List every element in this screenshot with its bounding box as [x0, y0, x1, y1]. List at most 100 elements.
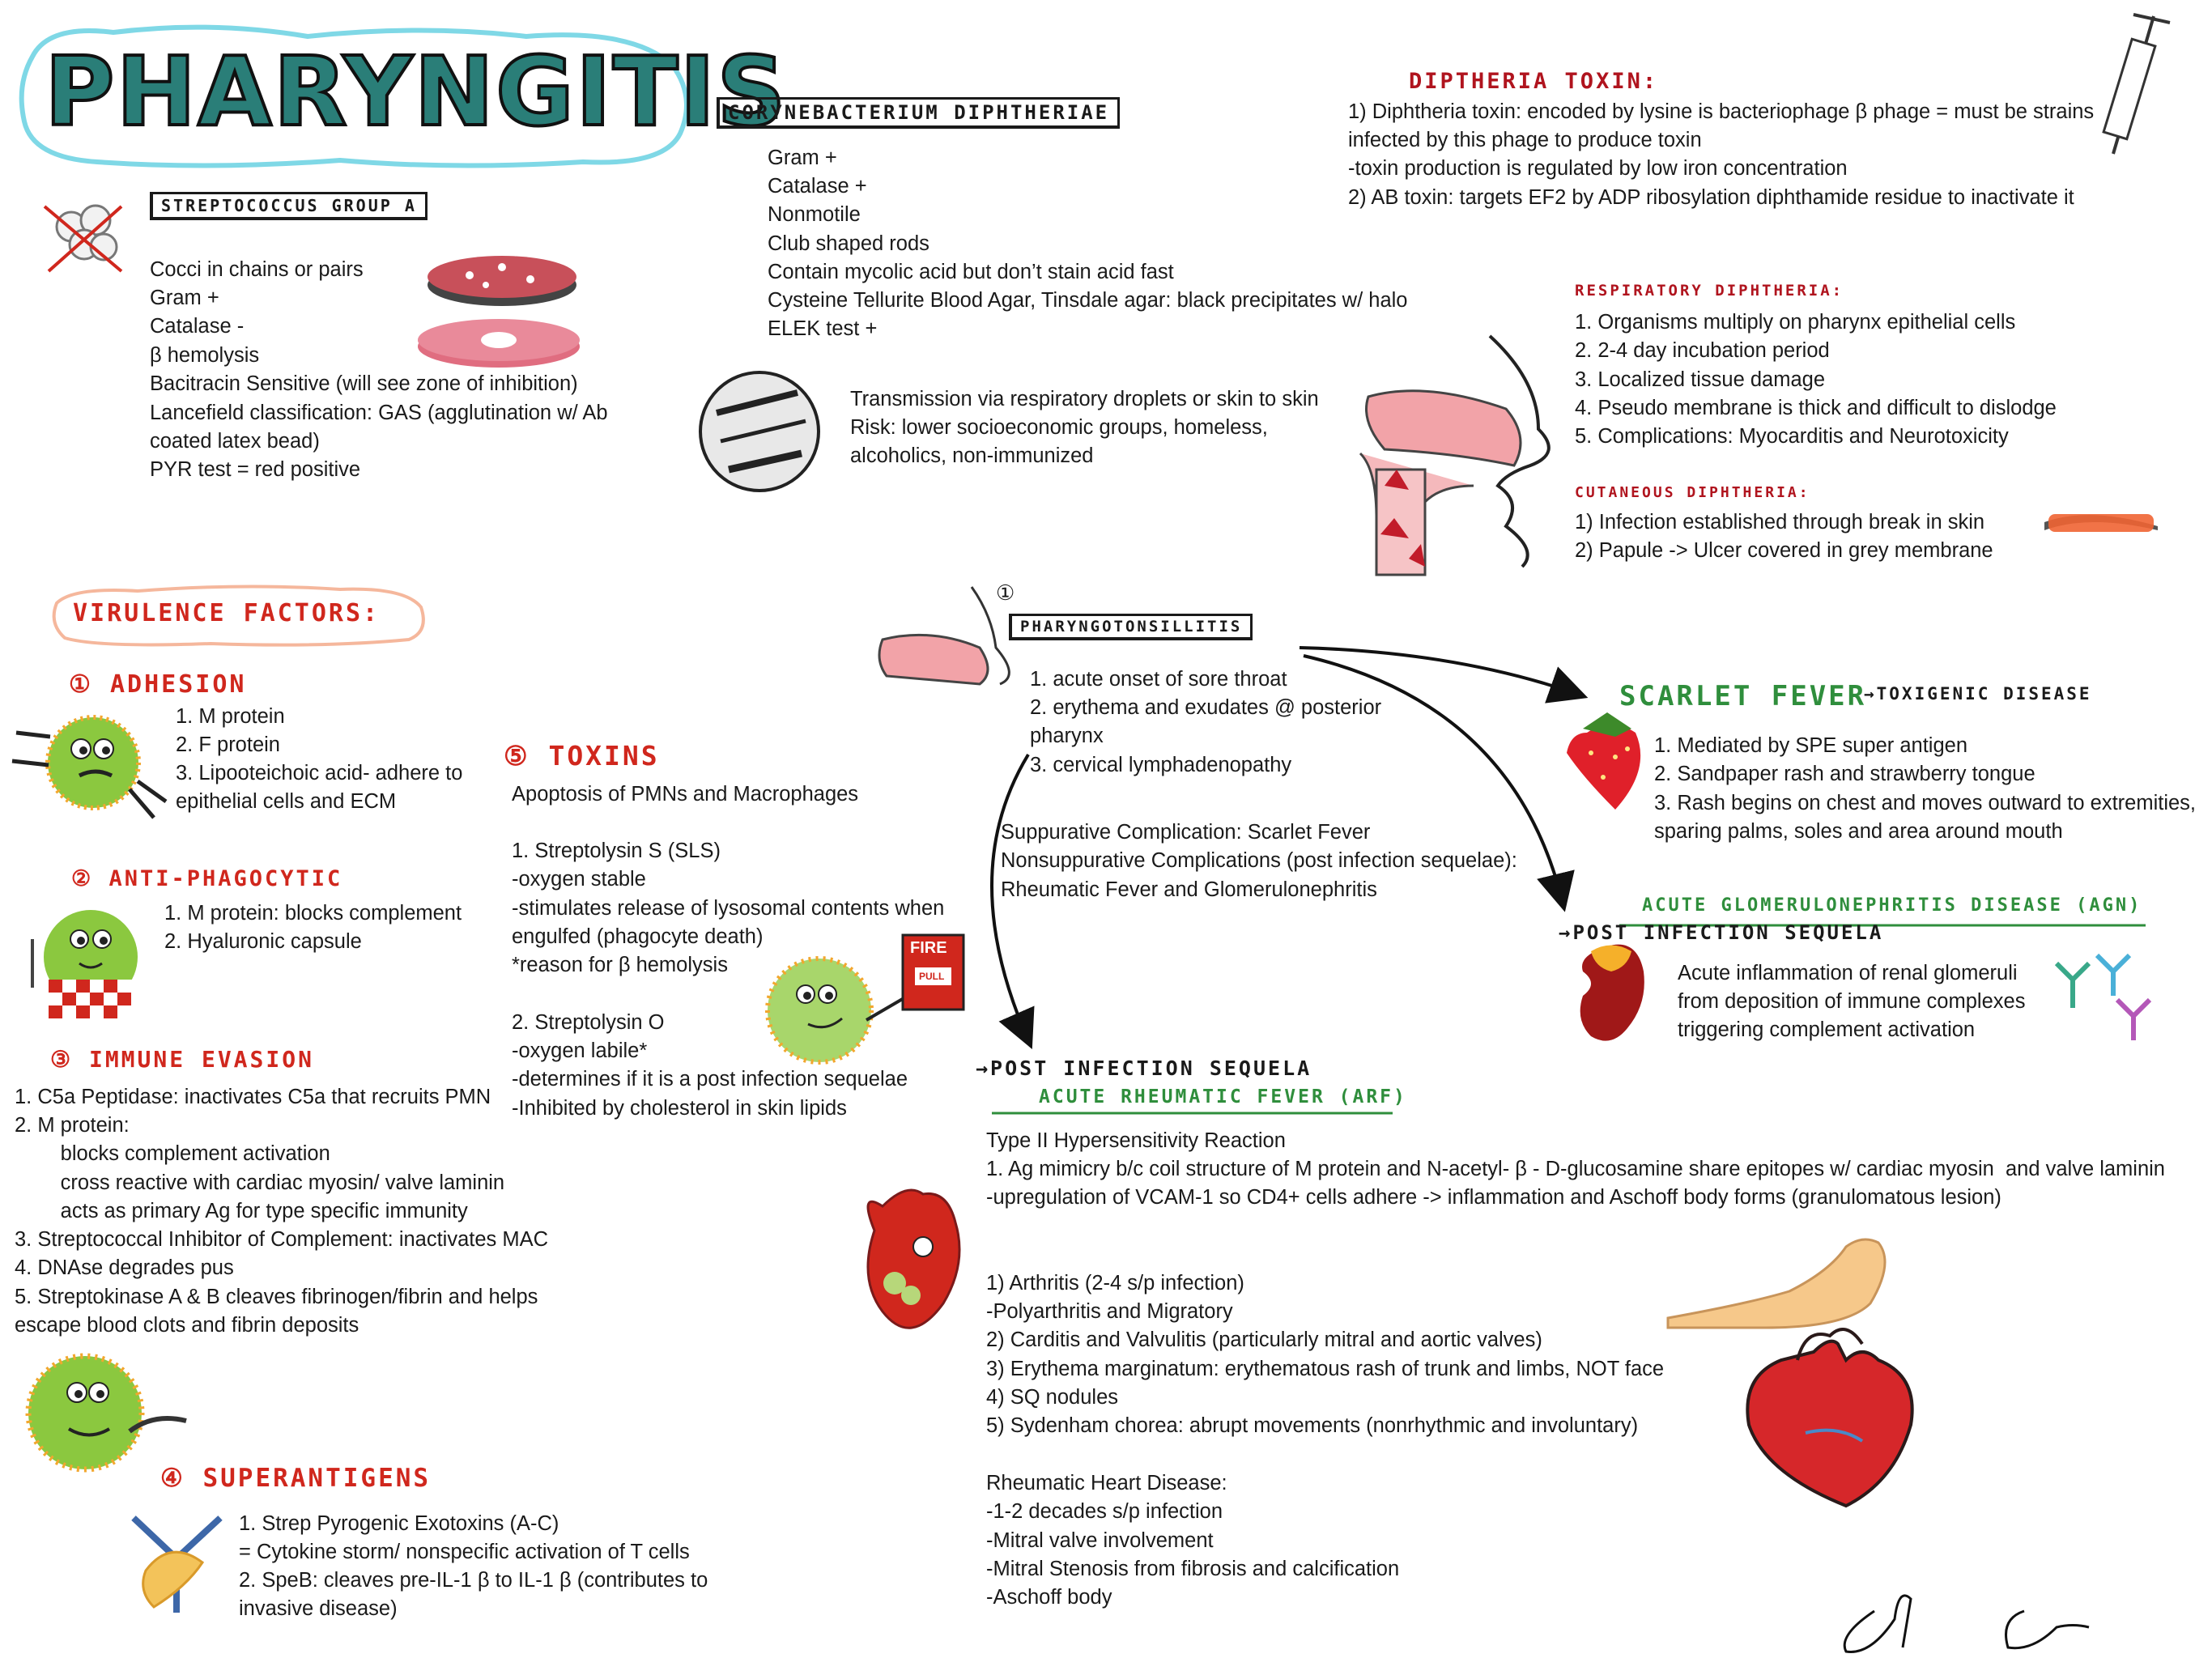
cut-line: 1) Infection established through break i… — [1575, 511, 1985, 534]
toxin-line: 2) AB toxin: targets EF2 by ADP ribosyla… — [1348, 186, 2074, 209]
agn-line: Acute inflammation of renal glomeruli — [1678, 962, 2018, 984]
agn-heading: ACUTE GLOMERULONEPHRITIS DISEASE (AGN) — [1642, 895, 2142, 916]
arf-line: 1. Ag mimicry b/c coil structure of M pr… — [986, 1158, 2165, 1180]
arf-manifest-line: 4) SQ nodules — [986, 1386, 1119, 1409]
arf-manifest-line: 3) Erythema marginatum: erythematous ras… — [986, 1358, 1665, 1380]
arf-manifest-line: 5) Sydenham chorea: abrupt movements (no… — [986, 1414, 1639, 1437]
pull-sign-text: PULL — [919, 971, 945, 982]
toxins-line: -Inhibited by cholesterol in skin lipids — [512, 1097, 847, 1120]
skin-ulcer-icon — [2044, 514, 2158, 532]
pharyngo-line: 2. erythema and exudates @ posterior — [1030, 696, 1382, 719]
agn-line: triggering complement activation — [1678, 1018, 1976, 1041]
title-cloud — [19, 24, 689, 168]
resp-line: 4. Pseudo membrane is thick and difficul… — [1575, 397, 2057, 419]
virulence-cloud — [52, 585, 425, 647]
scarlet-line: 2. Sandpaper rash and strawberry tongue — [1654, 763, 2035, 785]
cocci-crossed-icon — [43, 204, 123, 273]
resp-line: 1. Organisms multiply on pharynx epithel… — [1575, 311, 2016, 334]
club-rods-icon — [699, 371, 820, 492]
pharyngo-marker: ① — [996, 580, 1015, 605]
toxin-line: -toxin production is regulated by low ir… — [1348, 157, 1848, 180]
strep-line: Cocci in chains or pairs — [150, 258, 364, 281]
cut-heading: CUTANEOUS DIPHTHERIA: — [1575, 484, 1810, 501]
page-title: PHARYNGITIS — [43, 36, 788, 147]
resp-line: 3. Localized tissue damage — [1575, 368, 1826, 391]
virulence-heading: VIRULENCE FACTORS: — [73, 599, 381, 627]
agn-subheading: →POST INFECTION SEQUELA — [1559, 921, 1884, 944]
pharyngo-line: 1. acute onset of sore throat — [1030, 668, 1287, 691]
toxins-line: -determines if it is a post infection se… — [512, 1068, 908, 1090]
pharyngo-line: 3. cervical lymphadenopathy — [1030, 754, 1292, 776]
scarlet-heading: SCARLET FEVER — [1619, 680, 1867, 712]
adhesion-line: 2. F protein — [176, 733, 280, 756]
pharyngo-complication-line: Nonsuppurative Complications (post infec… — [1001, 849, 1517, 872]
toxin-heading: DIPTHERIA TOXIN: — [1409, 69, 1659, 94]
antiphagocytic-bacterium-illustration — [31, 910, 138, 1018]
antiphago-line: 1. M protein: blocks complement — [164, 902, 462, 925]
coryne-line: ELEK test + — [768, 317, 878, 340]
arf-heading: ACUTE RHEUMATIC FEVER (ARF) — [1039, 1086, 1407, 1107]
adhesion-line: epithelial cells and ECM — [176, 790, 397, 813]
immune-line: 2. M protein: — [15, 1114, 130, 1137]
strep-line: β hemolysis — [150, 344, 260, 367]
immune-line: 3. Streptococcal Inhibitor of Complement… — [15, 1228, 549, 1251]
immune-heading: ③ IMMUNE EVASION — [50, 1046, 314, 1073]
toxins-line: 1. Streptolysin S (SLS) — [512, 840, 721, 862]
scarlet-line: sparing palms, soles and area around mou… — [1654, 820, 2063, 843]
cut-line: 2) Papule -> Ulcer covered in grey membr… — [1575, 539, 1993, 562]
arf-rhd-line: -Mitral valve involvement — [986, 1529, 1214, 1552]
resp-line: 5. Complications: Myocarditis and Neurot… — [1575, 425, 2009, 448]
heart-large-icon — [1746, 1328, 1914, 1508]
adhesion-bacterium-illustration — [11, 715, 168, 819]
immune-line: blocks complement activation — [15, 1142, 330, 1165]
toxins-line: *reason for β hemolysis — [512, 954, 728, 976]
coryne-transmission-line: Risk: lower socioeconomic groups, homele… — [850, 416, 1268, 439]
superantigens-line: 2. SpeB: cleaves pre-IL-1 β to IL-1 β (c… — [239, 1569, 708, 1592]
strawberry-icon — [1567, 712, 1641, 810]
superantigens-line: = Cytokine storm/ nonspecific activation… — [239, 1541, 690, 1563]
strep-line: coated latex bead) — [150, 430, 320, 453]
strep-line: Bacitracin Sensitive (will see zone of i… — [150, 372, 578, 395]
immune-line: 1. C5a Peptidase: inactivates C5a that r… — [15, 1086, 491, 1108]
arrow-to-scarlet-fever — [1299, 646, 1589, 704]
fire-sign-text: FIRE — [910, 939, 947, 957]
arf-line: -upregulation of VCAM-1 so CD4+ cells ad… — [986, 1186, 2001, 1209]
coryne-line: Gram + — [768, 147, 837, 169]
adhesion-line: 1. M protein — [176, 705, 285, 728]
coryne-transmission-line: alcoholics, non-immunized — [850, 444, 1094, 467]
immune-line: escape blood clots and fibrin deposits — [15, 1314, 359, 1337]
superantigens-heading: ④ SUPERANTIGENS — [160, 1464, 432, 1493]
immune-line: 5. Streptokinase A & B cleaves fibrinoge… — [15, 1286, 538, 1308]
coryne-line: Club shaped rods — [768, 232, 929, 255]
heart-small-icon — [866, 1188, 961, 1329]
coryne-line: Nonmotile — [768, 203, 861, 226]
agar-plate-hemolysis — [418, 319, 580, 368]
arf-rhd-line: -Mitral Stenosis from fibrosis and calci… — [986, 1558, 1400, 1580]
arf-rhd-line: Rheumatic Heart Disease: — [986, 1472, 1227, 1494]
arf-line: Type II Hypersensitivity Reaction — [986, 1129, 1286, 1152]
toxin-line: 1) Diphtheria toxin: encoded by lysine i… — [1348, 100, 2095, 123]
toxins-line: -oxygen labile* — [512, 1039, 648, 1062]
coryne-heading: CORYNEBACTERIUM DIPHTHERIAE — [717, 97, 1121, 129]
syringe-icon — [2102, 13, 2171, 155]
antibodies-icon — [2054, 953, 2152, 1040]
pharyngo-complication-line: Rheumatic Fever and Glomerulonephritis — [1001, 878, 1377, 901]
arf-rhd-line: -1-2 decades s/p infection — [986, 1500, 1223, 1523]
arf-manifest-line: 1) Arthritis (2-4 s/p infection) — [986, 1272, 1244, 1295]
superantigens-line: invasive disease) — [239, 1597, 398, 1620]
signature-mark — [1843, 1594, 2090, 1653]
scarlet-line: 3. Rash begins on chest and moves outwar… — [1654, 792, 2197, 814]
toxin-line: infected by this phage to produce toxin — [1348, 129, 1702, 151]
toxins-heading: ⑤ TOXINS — [504, 740, 660, 772]
fire-alarm-icon — [901, 933, 965, 1011]
agn-line: from deposition of immune complexes — [1678, 990, 2026, 1013]
toxins-line: -stimulates release of lysosomal content… — [512, 897, 945, 920]
arf-manifest-line: 2) Carditis and Valvulitis (particularly… — [986, 1329, 1542, 1351]
pharyngo-complication-line: Suppurative Complication: Scarlet Fever — [1001, 821, 1371, 844]
strep-line: Gram + — [150, 287, 219, 309]
adhesion-heading: ① ADHESION — [69, 670, 247, 699]
pharyngo-line: pharynx — [1030, 725, 1104, 747]
toxins-line: engulfed (phagocyte death) — [512, 925, 764, 948]
immune-line: 4. DNAse degrades pus — [15, 1256, 234, 1279]
